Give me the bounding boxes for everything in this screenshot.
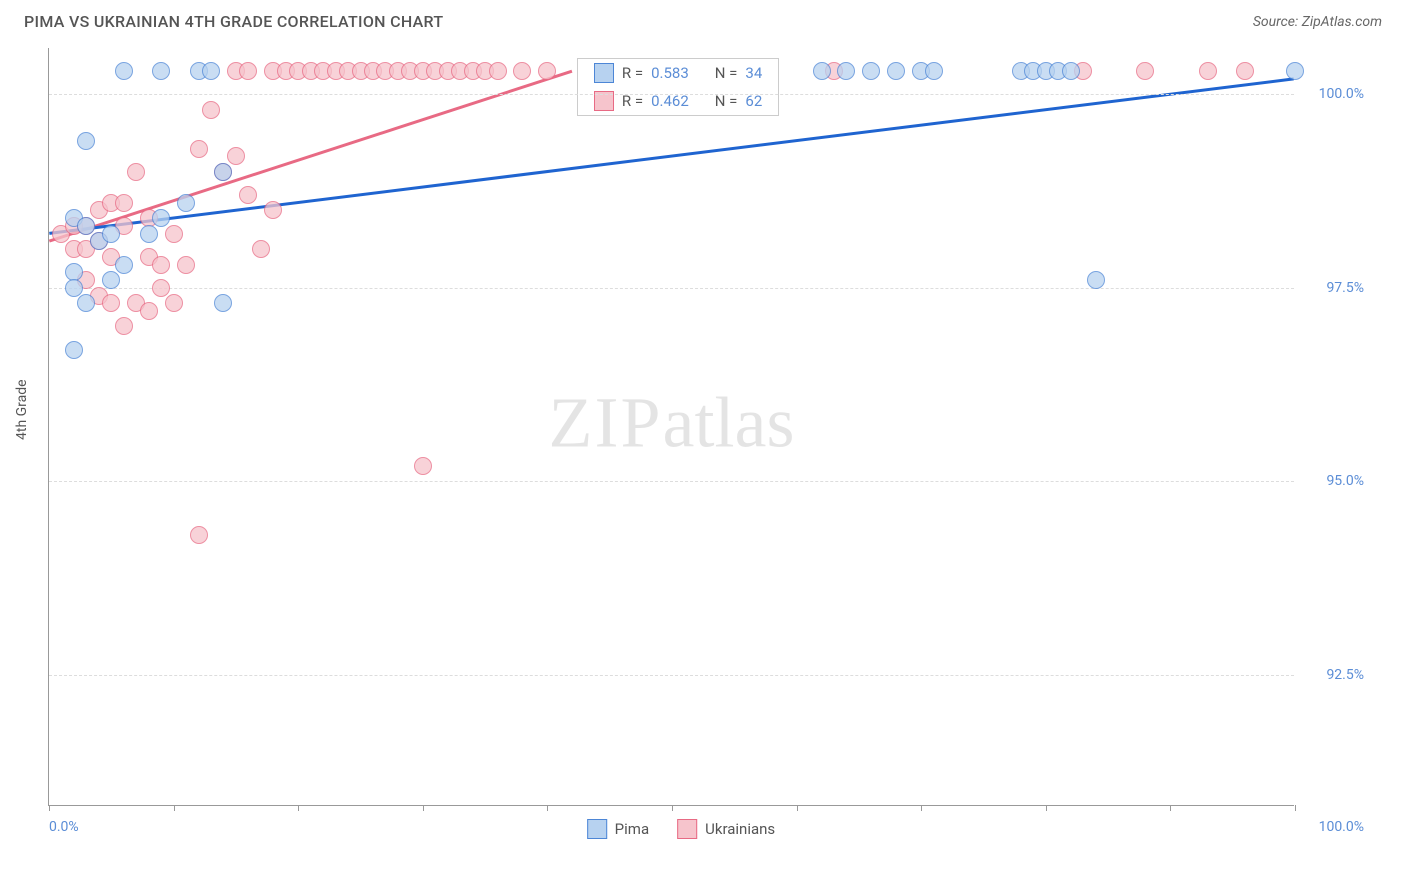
data-point-ukr xyxy=(190,140,208,158)
data-point-pima xyxy=(77,132,95,150)
gridline xyxy=(49,288,1294,289)
x-axis-label-max: 100.0% xyxy=(1319,819,1364,835)
data-point-pima xyxy=(140,225,158,243)
legend: Pima Ukrainians xyxy=(587,819,775,839)
data-point-pima xyxy=(1087,271,1105,289)
y-axis-label: 4th Grade xyxy=(14,379,30,440)
legend-swatch-pima xyxy=(587,819,607,839)
data-point-pima xyxy=(214,163,232,181)
data-point-pima xyxy=(77,294,95,312)
data-point-ukr xyxy=(1236,62,1254,80)
x-axis-label-min: 0.0% xyxy=(49,819,79,835)
pima-swatch xyxy=(594,63,614,83)
x-tick xyxy=(797,805,798,811)
data-point-pima xyxy=(1286,62,1304,80)
x-tick xyxy=(672,805,673,811)
pima-n-value: 34 xyxy=(745,64,762,82)
data-point-ukr xyxy=(414,457,432,475)
watermark: ZIPatlas xyxy=(549,381,795,464)
y-tick-label: 95.0% xyxy=(1304,473,1364,489)
data-point-pima xyxy=(102,271,120,289)
x-tick xyxy=(547,805,548,811)
data-point-ukr xyxy=(115,194,133,212)
legend-item-ukr: Ukrainians xyxy=(677,819,775,839)
pima-r-value: 0.583 xyxy=(651,64,689,82)
x-tick xyxy=(1170,805,1171,811)
chart-header: PIMA VS UKRAINIAN 4TH GRADE CORRELATION … xyxy=(0,0,1406,39)
x-tick xyxy=(921,805,922,811)
gridline xyxy=(49,94,1294,95)
info-row-ukr: R = 0.462 N = 62 xyxy=(578,87,778,115)
x-tick xyxy=(1295,805,1296,811)
data-point-ukr xyxy=(202,101,220,119)
legend-label-ukr: Ukrainians xyxy=(705,820,775,838)
x-tick xyxy=(49,805,50,811)
data-point-ukr xyxy=(239,186,257,204)
data-point-pima xyxy=(214,294,232,312)
data-point-pima xyxy=(862,62,880,80)
data-point-pima xyxy=(65,279,83,297)
data-point-ukr xyxy=(538,62,556,80)
info-row-pima: R = 0.583 N = 34 xyxy=(578,59,778,87)
y-tick-label: 97.5% xyxy=(1304,280,1364,296)
data-point-pima xyxy=(177,194,195,212)
x-tick xyxy=(423,805,424,811)
data-point-ukr xyxy=(102,294,120,312)
label-r: R = xyxy=(622,64,643,82)
data-point-pima xyxy=(887,62,905,80)
data-point-ukr xyxy=(489,62,507,80)
data-point-pima xyxy=(813,62,831,80)
data-point-ukr xyxy=(165,294,183,312)
chart-source: Source: ZipAtlas.com xyxy=(1253,14,1382,30)
legend-label-pima: Pima xyxy=(615,820,649,838)
chart-container: PIMA VS UKRAINIAN 4TH GRADE CORRELATION … xyxy=(0,0,1406,892)
data-point-pima xyxy=(152,209,170,227)
data-point-pima xyxy=(202,62,220,80)
data-point-pima xyxy=(152,62,170,80)
data-point-pima xyxy=(77,217,95,235)
gridline xyxy=(49,481,1294,482)
y-tick-label: 100.0% xyxy=(1304,86,1364,102)
data-point-ukr xyxy=(239,62,257,80)
correlation-info-box: R = 0.583 N = 34 R = 0.462 N = 62 xyxy=(577,58,779,116)
data-point-ukr xyxy=(177,256,195,274)
legend-item-pima: Pima xyxy=(587,819,649,839)
data-point-pima xyxy=(65,341,83,359)
data-point-ukr xyxy=(190,526,208,544)
data-point-ukr xyxy=(264,201,282,219)
gridline xyxy=(49,675,1294,676)
data-point-ukr xyxy=(165,225,183,243)
x-tick xyxy=(174,805,175,811)
watermark-bold: ZIP xyxy=(549,382,663,462)
data-point-pima xyxy=(102,225,120,243)
data-point-ukr xyxy=(127,163,145,181)
label-n: N = xyxy=(715,64,738,82)
data-point-pima xyxy=(115,62,133,80)
chart-title: PIMA VS UKRAINIAN 4TH GRADE CORRELATION … xyxy=(24,12,443,31)
data-point-ukr xyxy=(140,302,158,320)
data-point-pima xyxy=(1062,62,1080,80)
x-tick xyxy=(298,805,299,811)
data-point-ukr xyxy=(1199,62,1217,80)
data-point-ukr xyxy=(227,147,245,165)
watermark-light: atlas xyxy=(663,382,795,462)
data-point-ukr xyxy=(513,62,531,80)
data-point-pima xyxy=(925,62,943,80)
data-point-ukr xyxy=(152,256,170,274)
x-tick xyxy=(1046,805,1047,811)
plot-area: ZIPatlas R = 0.583 N = 34 R = 0.462 N = … xyxy=(48,48,1294,806)
y-tick-label: 92.5% xyxy=(1304,667,1364,683)
legend-swatch-ukr xyxy=(677,819,697,839)
data-point-pima xyxy=(115,256,133,274)
data-point-pima xyxy=(837,62,855,80)
data-point-ukr xyxy=(115,317,133,335)
data-point-ukr xyxy=(252,240,270,258)
data-point-ukr xyxy=(152,279,170,297)
data-point-ukr xyxy=(1136,62,1154,80)
